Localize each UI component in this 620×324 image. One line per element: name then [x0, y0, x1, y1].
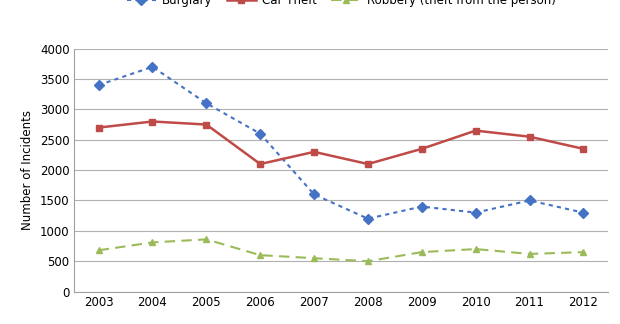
Burglary — [203, 101, 210, 105]
Line: Burglary: Burglary — [95, 64, 587, 222]
Burglary — [364, 217, 371, 221]
Robbery (theft from the person) — [203, 237, 210, 241]
Car Theft — [580, 147, 587, 151]
Robbery (theft from the person) — [472, 247, 479, 251]
Line: Robbery (theft from the person): Robbery (theft from the person) — [95, 236, 587, 265]
Legend: Burglary, Car Theft, Robbery (theft from the person): Burglary, Car Theft, Robbery (theft from… — [126, 0, 556, 7]
Robbery (theft from the person) — [364, 259, 371, 263]
Car Theft — [526, 135, 533, 139]
Y-axis label: Number of Incidents: Number of Incidents — [21, 110, 34, 230]
Car Theft — [257, 162, 264, 166]
Car Theft — [149, 120, 156, 123]
Burglary — [95, 83, 102, 87]
Car Theft — [203, 122, 210, 126]
Robbery (theft from the person) — [311, 256, 318, 260]
Car Theft — [364, 162, 371, 166]
Burglary — [149, 65, 156, 69]
Car Theft — [311, 150, 318, 154]
Burglary — [472, 211, 479, 214]
Robbery (theft from the person) — [418, 250, 425, 254]
Robbery (theft from the person) — [95, 248, 102, 252]
Car Theft — [95, 126, 102, 130]
Robbery (theft from the person) — [580, 250, 587, 254]
Car Theft — [418, 147, 425, 151]
Car Theft — [472, 129, 479, 133]
Burglary — [580, 211, 587, 214]
Robbery (theft from the person) — [257, 253, 264, 257]
Robbery (theft from the person) — [526, 252, 533, 256]
Robbery (theft from the person) — [149, 240, 156, 244]
Burglary — [257, 132, 264, 136]
Burglary — [418, 205, 425, 209]
Burglary — [526, 199, 533, 202]
Burglary — [311, 192, 318, 196]
Line: Car Theft: Car Theft — [95, 118, 587, 168]
